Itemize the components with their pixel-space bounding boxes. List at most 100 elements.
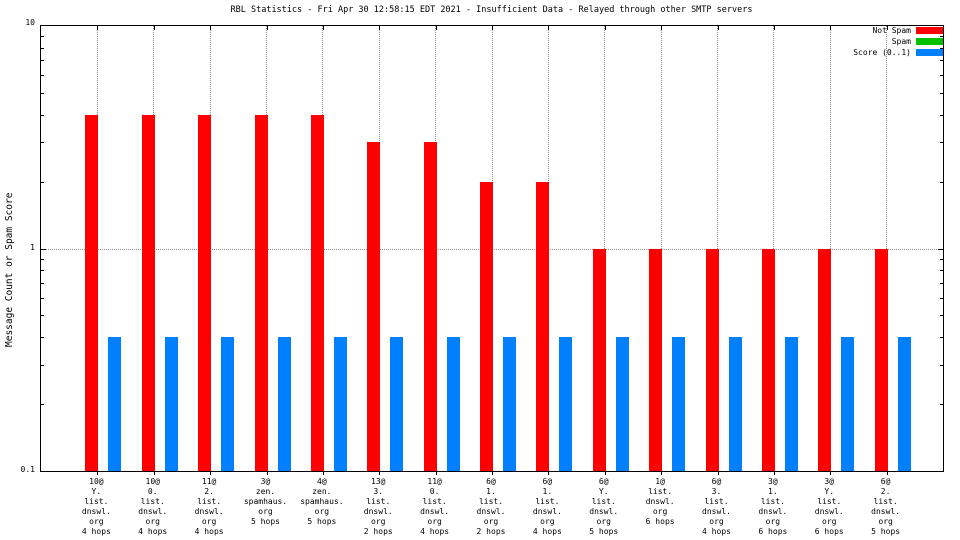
y-minor-tick [41, 75, 44, 77]
bar-score-0-1- [559, 337, 573, 471]
bar-score-0-1- [221, 337, 235, 471]
y-minor-tick [940, 337, 943, 339]
plot-area [40, 25, 944, 475]
x-axis-label: 6@ 2. list. dnswl. org 5 hops [871, 477, 901, 536]
y-minor-tick [940, 142, 943, 144]
legend-label-not-spam: Not Spam [872, 25, 911, 35]
y-axis-title: Message Count or Spam Score [4, 192, 15, 347]
bar-not-spam [310, 114, 324, 471]
x-tick-bottom [210, 471, 212, 475]
x-tick-bottom [830, 471, 832, 475]
x-axis-label: 10@ 0. list. dnswl. org 4 hops [138, 477, 168, 536]
bar-not-spam [705, 248, 719, 471]
y-minor-tick [940, 92, 943, 94]
legend-swatch-not-spam [916, 27, 943, 34]
x-tick-bottom [886, 471, 888, 475]
bar-not-spam [536, 181, 550, 471]
x-axis-label: 13@ 3. list. dnswl. org 2 hops [363, 477, 393, 536]
bar-score-0-1- [503, 337, 516, 471]
bar-not-spam [85, 114, 99, 471]
bar-score-0-1- [333, 337, 347, 471]
x-axis-label: 1@ list. dnswl. org 6 hops [645, 477, 675, 526]
y-minor-tick [41, 258, 44, 260]
bar-not-spam [141, 114, 155, 471]
legend-row: Spam [853, 37, 943, 45]
x-tick-bottom [322, 471, 324, 475]
y-minor-tick [41, 315, 44, 317]
x-tick-bottom [266, 471, 268, 475]
y-minor-tick [940, 60, 943, 62]
bar-not-spam [818, 248, 832, 471]
legend-swatch-score [916, 49, 943, 56]
y-minor-tick [41, 114, 44, 116]
y-minor-tick [940, 258, 943, 260]
x-tick-top [210, 26, 212, 30]
y-major-tick [41, 248, 46, 250]
x-axis-label: 11@ 2. list. dnswl. org 4 hops [194, 477, 224, 536]
legend-row: Score (0..1) [853, 48, 943, 56]
x-axis-label: 10@ Y. list. dnswl. org 4 hops [81, 477, 111, 536]
x-tick-bottom [97, 471, 99, 475]
x-tick-bottom [604, 471, 606, 475]
x-tick-bottom [717, 471, 719, 475]
x-tick-top [379, 26, 381, 30]
x-tick-top [153, 26, 155, 30]
x-axis-label: 3@ 1. list. dnswl. org 6 hops [758, 477, 788, 536]
y-minor-tick [41, 282, 44, 284]
y-minor-tick [41, 60, 44, 62]
y-minor-tick [940, 75, 943, 77]
y-minor-tick [940, 364, 943, 366]
bar-not-spam [480, 181, 493, 471]
y-minor-tick [41, 364, 44, 366]
bar-score-0-1- [897, 337, 911, 471]
x-axis-label: 6@ Y. list. dnswl. org 5 hops [589, 477, 619, 536]
bar-score-0-1- [164, 337, 178, 471]
y-minor-tick [41, 92, 44, 94]
x-tick-top [322, 26, 324, 30]
bar-score-0-1- [784, 337, 798, 471]
bar-score-0-1- [728, 337, 742, 471]
x-tick-top [97, 26, 99, 30]
y-tick-label-1: 1 [30, 243, 35, 252]
x-tick-bottom [435, 471, 437, 475]
x-tick-top [492, 26, 493, 30]
bar-score-0-1- [672, 337, 686, 471]
x-tick-top [435, 26, 437, 30]
bar-score-0-1- [446, 337, 460, 471]
y-minor-tick [940, 297, 943, 299]
y-tick-label-0-1: 0.1 [20, 465, 35, 474]
y-minor-tick [940, 315, 943, 317]
x-axis-label: 4@ zen. spamhaus. org 5 hops [300, 477, 344, 526]
y-minor-tick [940, 404, 943, 406]
x-tick-top [773, 26, 775, 30]
bar-score-0-1- [277, 337, 291, 471]
legend-row: Not Spam [853, 25, 943, 35]
y-minor-tick [940, 47, 943, 49]
y-minor-tick [41, 36, 44, 38]
x-tick-bottom [492, 471, 493, 475]
bar-score-0-1- [108, 337, 122, 471]
bar-score-0-1- [390, 337, 404, 471]
chart-title: RBL Statistics - Fri Apr 30 12:58:15 EDT… [230, 5, 753, 15]
bar-not-spam [367, 142, 381, 471]
y-minor-tick [940, 36, 943, 38]
x-tick-top [604, 26, 606, 30]
x-tick-top [266, 26, 268, 30]
bar-score-0-1- [615, 337, 629, 471]
y-minor-tick [940, 282, 943, 284]
y-minor-tick [41, 181, 44, 183]
x-axis-label: 11@ 0. list. dnswl. org 4 hops [420, 477, 450, 536]
x-axis-label: 6@ 1. list. dnswl. org 4 hops [532, 477, 562, 536]
x-axis-label: 3@ Y. list. dnswl. org 6 hops [814, 477, 844, 536]
y-minor-tick [41, 270, 44, 272]
x-axis-label: 3@ zen. spamhaus. org 5 hops [243, 477, 288, 526]
bar-not-spam [592, 248, 606, 471]
x-tick-top [830, 26, 832, 30]
y-minor-tick [940, 270, 943, 272]
x-axis-labels: 10@ Y. list. dnswl. org 4 hops 10@ 0. lis… [40, 477, 943, 539]
bar-not-spam [874, 248, 888, 471]
y-minor-tick [41, 47, 44, 49]
legend-swatch-spam [916, 38, 943, 45]
bar-not-spam [423, 142, 437, 471]
x-tick-top [886, 26, 888, 30]
